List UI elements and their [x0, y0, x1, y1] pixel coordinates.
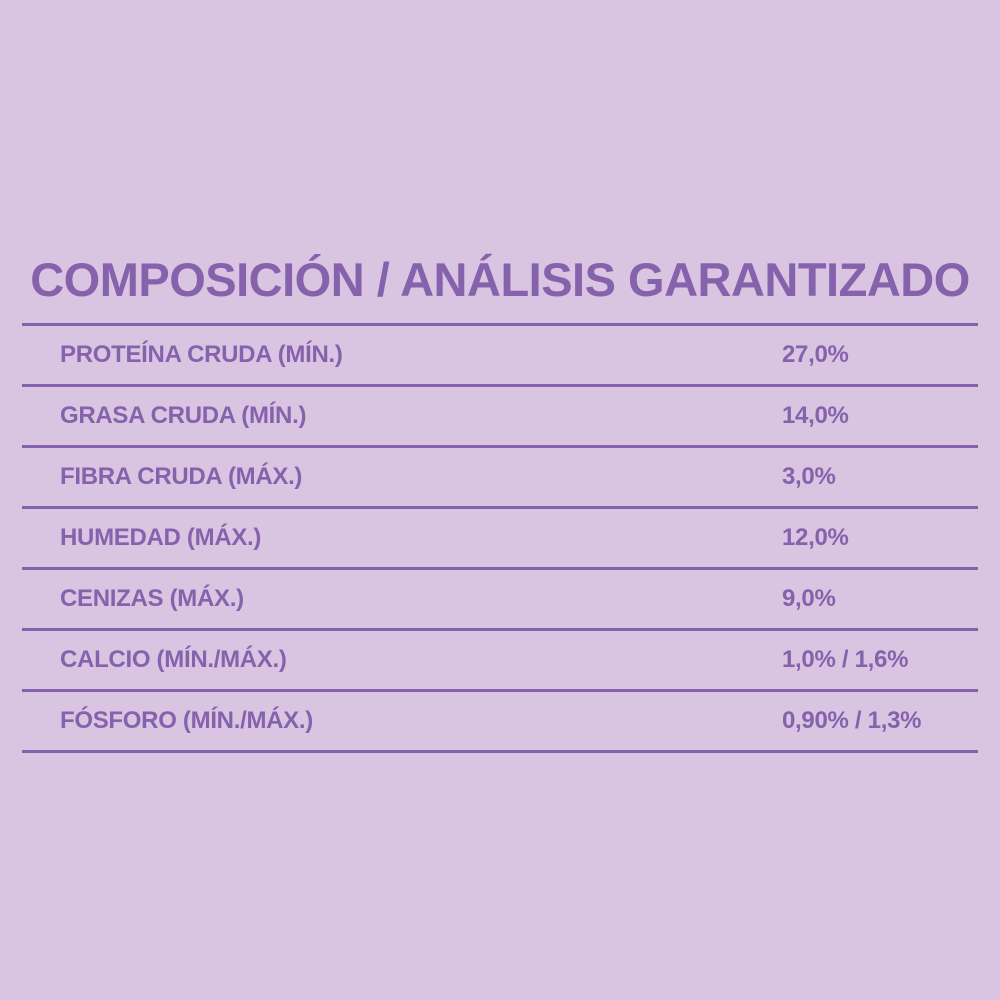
page-title: COMPOSICIÓN / ANÁLISIS GARANTIZADO	[30, 253, 970, 306]
table-row: FIBRA CRUDA (MÁX.) 3,0%	[22, 448, 978, 506]
row-label: CALCIO (MÍN./MÁX.)	[60, 646, 287, 673]
row-label: HUMEDAD (MÁX.)	[60, 524, 262, 551]
table-row: FÓSFORO (MÍN./MÁX.) 0,90% / 1,3%	[22, 692, 978, 750]
row-label: FIBRA CRUDA (MÁX.)	[60, 463, 303, 490]
table-divider	[22, 689, 978, 692]
table-row: HUMEDAD (MÁX.) 12,0%	[22, 509, 978, 567]
table-divider	[22, 628, 978, 631]
row-value: 27,0%	[782, 341, 849, 368]
table-row: CALCIO (MÍN./MÁX.) 1,0% / 1,6%	[22, 631, 978, 689]
row-label: GRASA CRUDA (MÍN.)	[60, 402, 307, 429]
table-row: PROTEÍNA CRUDA (MÍN.) 27,0%	[22, 326, 978, 384]
table-row: CENIZAS (MÁX.) 9,0%	[22, 570, 978, 628]
table-divider	[22, 323, 978, 326]
analysis-table: PROTEÍNA CRUDA (MÍN.) 27,0% GRASA CRUDA …	[22, 323, 978, 753]
table-divider	[22, 567, 978, 570]
row-value: 0,90% / 1,3%	[782, 707, 922, 734]
table-row: GRASA CRUDA (MÍN.) 14,0%	[22, 387, 978, 445]
row-value: 14,0%	[782, 402, 849, 429]
row-label: PROTEÍNA CRUDA (MÍN.)	[60, 341, 343, 368]
table-divider	[22, 750, 978, 753]
row-value: 3,0%	[782, 463, 836, 490]
row-label: FÓSFORO (MÍN./MÁX.)	[60, 707, 313, 734]
table-divider	[22, 445, 978, 448]
row-value: 1,0% / 1,6%	[782, 646, 909, 673]
row-value: 9,0%	[782, 585, 836, 612]
table-divider	[22, 506, 978, 509]
table-divider	[22, 384, 978, 387]
row-label: CENIZAS (MÁX.)	[60, 585, 244, 612]
row-value: 12,0%	[782, 524, 849, 551]
